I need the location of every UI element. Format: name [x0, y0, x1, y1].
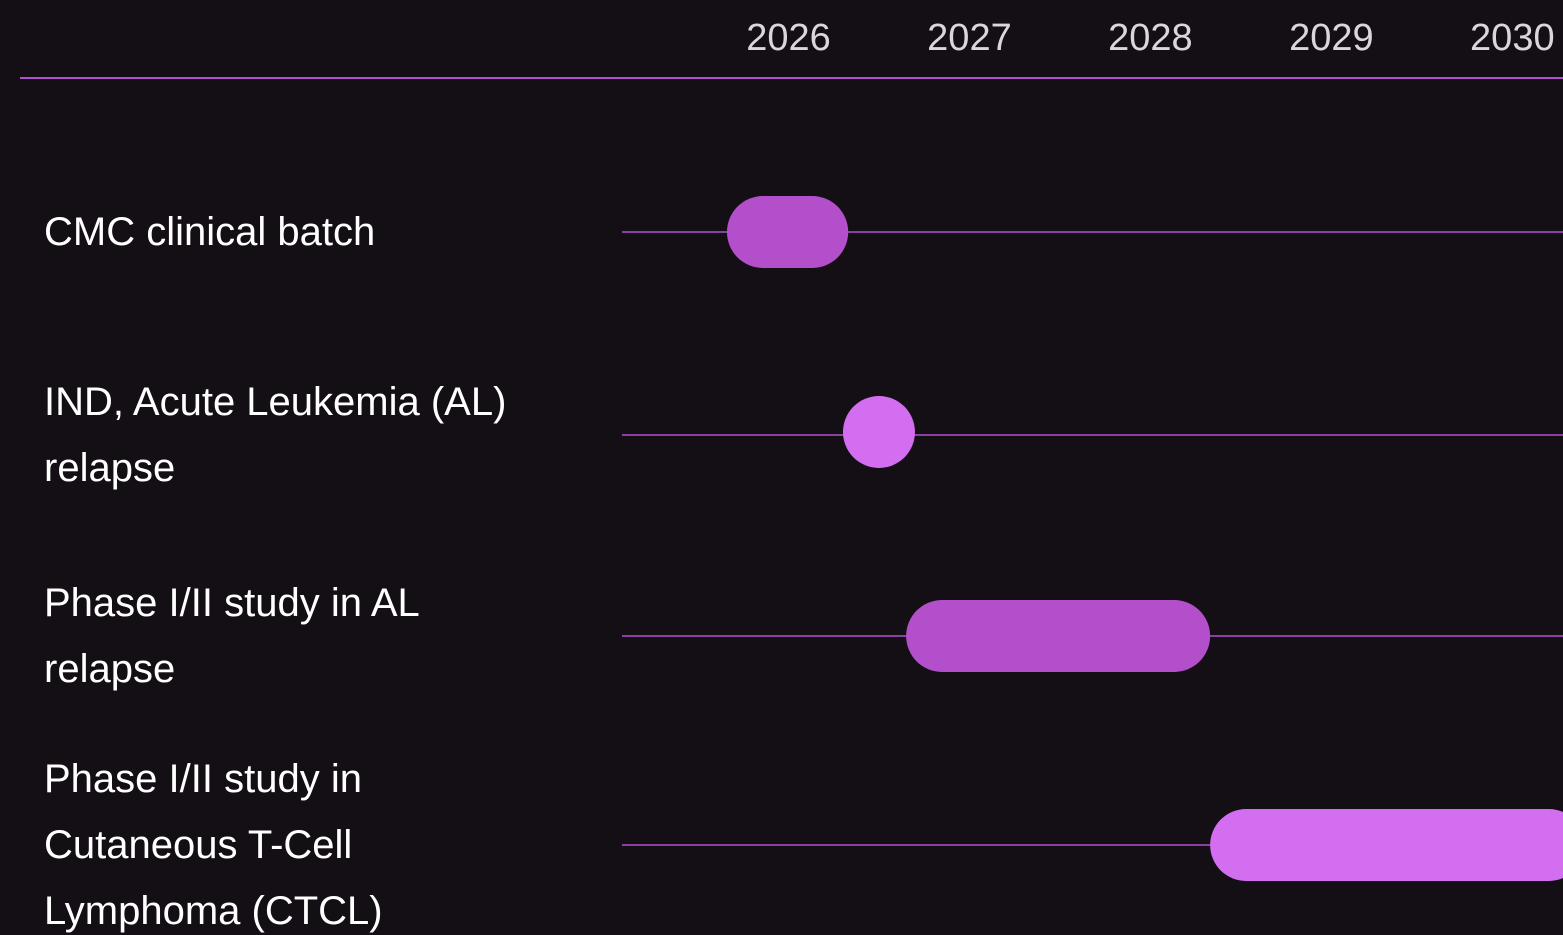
x-tick-label: 2029 [1289, 17, 1374, 59]
task-label: CMC clinical batch [44, 210, 376, 254]
x-tick-label: 2027 [927, 17, 1012, 59]
task-label: IND, Acute Leukemia (AL) relapse [44, 380, 507, 490]
milestone [842, 396, 915, 468]
task-bar [1210, 809, 1563, 881]
x-tick-label: 2028 [1108, 17, 1193, 59]
x-tick-label: 2030 [1470, 17, 1555, 59]
task-bar [906, 600, 1211, 672]
task-bar [726, 196, 849, 268]
x-tick-label: 2026 [746, 17, 831, 59]
task-label: Phase I/II study in AL relapse [44, 581, 419, 691]
task-label: Phase I/II study in Cutaneous T-Cell Lym… [44, 757, 383, 933]
